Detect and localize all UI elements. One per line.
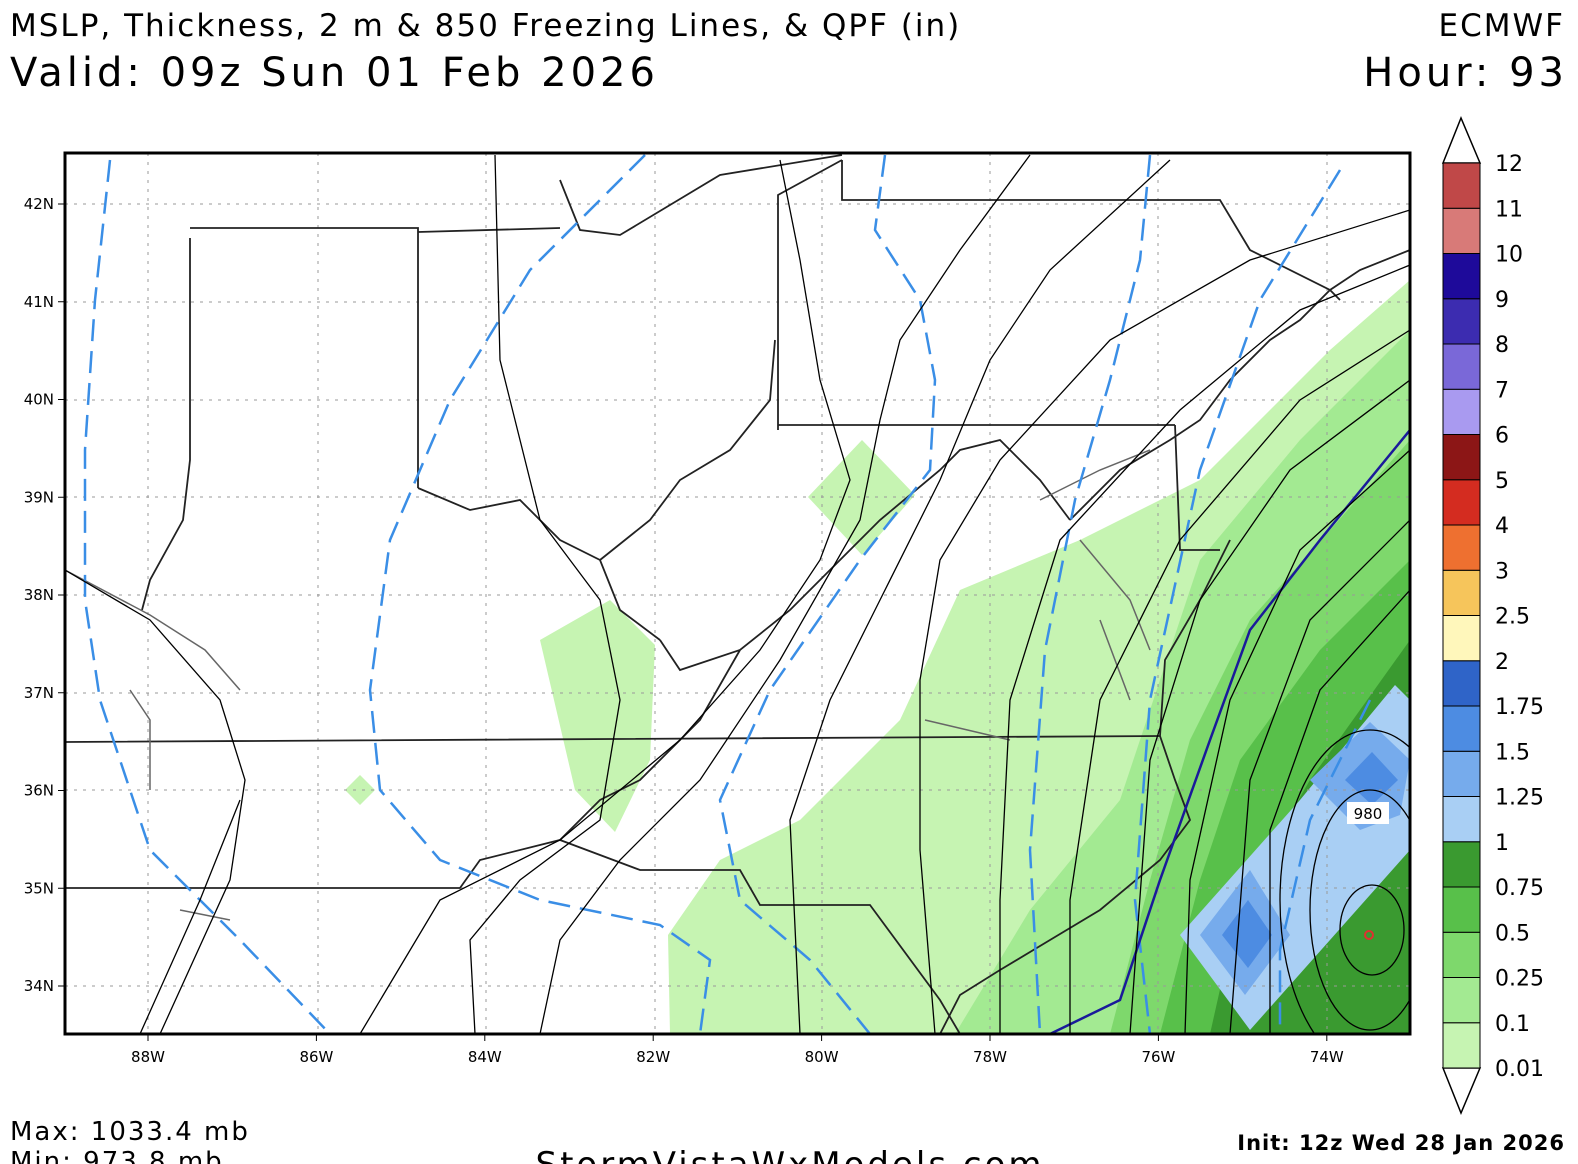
legend-swatch — [1442, 841, 1481, 888]
legend-label: 12 — [1495, 152, 1523, 177]
lat-label: 39N — [24, 488, 54, 506]
freezing-lines — [83, 154, 1372, 1034]
legend-swatch — [1442, 569, 1481, 616]
legend-label: 4 — [1495, 514, 1509, 539]
contours — [65, 154, 1410, 1034]
legend-swatch — [1442, 615, 1481, 662]
legend-label: 5 — [1495, 469, 1509, 494]
legend-swatch — [1442, 977, 1481, 1024]
lon-label: 86W — [299, 1048, 333, 1066]
lat-label: 34N — [24, 977, 54, 995]
model: ECMWF — [1439, 8, 1565, 44]
legend-label: 11 — [1495, 197, 1523, 222]
legend-swatch — [1442, 931, 1481, 978]
legend-label: 0.5 — [1495, 921, 1530, 946]
legend-label: 2 — [1495, 650, 1509, 675]
init-time: Init: 12z Wed 28 Jan 2026 — [1237, 1131, 1565, 1155]
lat-label: 42N — [24, 195, 54, 213]
map-layer: 980 — [65, 153, 1410, 1034]
legend: 0.01 0.1 0.25 0.5 0.75 1 1.25 1.5 1.75 2 2.5 3 4 5 6 7 8… — [1441, 116, 1544, 1115]
legend-swatch — [1442, 253, 1481, 300]
legend-label: 1.25 — [1495, 786, 1544, 811]
legend-label: 1 — [1495, 831, 1509, 856]
legend-swatch — [1442, 434, 1481, 481]
legend-label: 10 — [1495, 243, 1523, 268]
legend-label: 6 — [1495, 424, 1509, 449]
map-frame — [63, 151, 1412, 1036]
lon-label: 78W — [973, 1048, 1007, 1066]
lat-label: 35N — [24, 879, 54, 897]
min-pressure: Min: 973.8 mb — [10, 1147, 224, 1164]
legend-swatch — [1442, 524, 1481, 571]
valid-time: Valid: 09z Sun 01 Feb 2026 — [10, 50, 659, 96]
lon-label: 88W — [131, 1048, 165, 1066]
legend-swatch — [1442, 705, 1481, 752]
legend-label: 7 — [1495, 378, 1509, 403]
legend-swatch — [1442, 343, 1481, 390]
site: StormVistaWxModels.com — [535, 1145, 1044, 1164]
legend-swatch — [1442, 886, 1481, 933]
legend-swatch — [1442, 298, 1481, 345]
legend-label: 2.5 — [1495, 605, 1530, 630]
grid — [65, 153, 1410, 1034]
axis-labels: 42N 41N 40N 39N 38N 37N 36N 35N 34N 88W 86W 84W 82W 8… — [24, 195, 1344, 1066]
lat-label: 38N — [24, 586, 54, 604]
legend-swatch — [1442, 1022, 1481, 1069]
legend-label: 1.5 — [1495, 740, 1530, 765]
lat-label: 40N — [24, 391, 54, 409]
lon-label: 84W — [468, 1048, 502, 1066]
low-center — [1364, 930, 1374, 940]
legend-label: 9 — [1495, 288, 1509, 313]
lat-label: 41N — [24, 293, 54, 311]
legend-swatch — [1442, 479, 1481, 526]
lon-label: 80W — [805, 1048, 839, 1066]
max-pressure: Max: 1033.4 mb — [10, 1117, 250, 1147]
contour-label: 980 — [1354, 805, 1383, 823]
legend-label: 0.75 — [1495, 876, 1544, 901]
lon-label: 82W — [636, 1048, 670, 1066]
lon-label: 74W — [1310, 1048, 1344, 1066]
lat-label: 37N — [24, 684, 54, 702]
lat-label: 36N — [24, 782, 54, 800]
legend-swatch — [1442, 660, 1481, 707]
contour-label-box — [1347, 802, 1389, 824]
borders — [65, 154, 1410, 1034]
legend-swatch — [1442, 162, 1481, 209]
legend-label: 1.75 — [1495, 695, 1544, 720]
legend-label: 0.1 — [1495, 1012, 1530, 1037]
legend-label: 0.01 — [1495, 1057, 1544, 1082]
legend-swatch — [1442, 388, 1481, 435]
legend-label: 0.25 — [1495, 967, 1544, 992]
legend-swatch — [1442, 750, 1481, 797]
legend-swatch — [1442, 796, 1481, 843]
legend-label: 3 — [1495, 559, 1509, 584]
title: MSLP, Thickness, 2 m & 850 Freezing Line… — [10, 8, 961, 44]
thickness-line — [1049, 429, 1410, 1034]
lon-label: 76W — [1141, 1048, 1175, 1066]
legend-label: 8 — [1495, 333, 1509, 358]
legend-swatch — [1442, 207, 1481, 254]
forecast-hour: Hour: 93 — [1363, 50, 1568, 96]
